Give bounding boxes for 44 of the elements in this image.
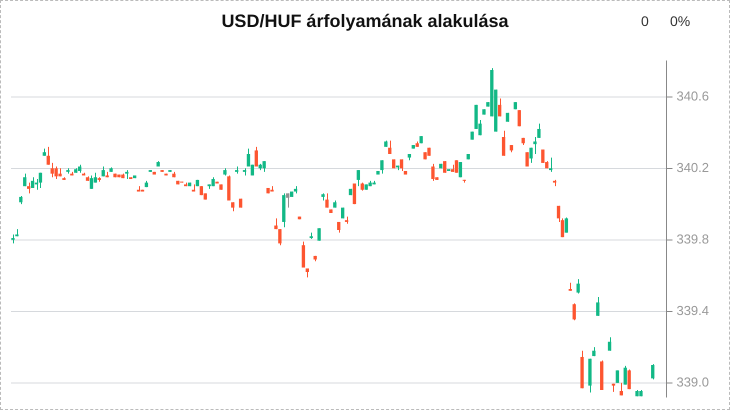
candlestick [30, 176, 34, 188]
candlestick [254, 146, 258, 168]
candlestick [576, 278, 580, 294]
candlestick [628, 368, 631, 390]
candlestick [502, 130, 506, 156]
candlestick [454, 160, 458, 174]
candlestick [525, 152, 529, 168]
candlestick [560, 218, 564, 238]
text: 0% [670, 13, 690, 29]
candlestick [46, 146, 50, 166]
y-tick-label: 340.6 [676, 88, 710, 104]
candlestick [356, 170, 360, 187]
candlestick [286, 192, 290, 208]
candlestick [388, 140, 392, 154]
candlestick [278, 228, 282, 246]
candlestick [380, 160, 384, 174]
candlestick [616, 370, 620, 384]
candlestick [262, 160, 266, 172]
y-tick-label: 340.2 [676, 160, 710, 175]
candlestick [498, 98, 502, 117]
candlestick [23, 173, 26, 187]
candlestick [102, 166, 105, 177]
candlestick [317, 228, 321, 242]
candlestick [596, 296, 600, 316]
candlestick [572, 302, 576, 321]
y-tick-label: 339.0 [676, 374, 710, 390]
candlestick [624, 365, 627, 386]
chart-title: USD/HUF árfolyamának alakulása [221, 11, 509, 31]
candlestick [90, 174, 94, 190]
candlestick [302, 241, 306, 268]
text: 0 [641, 13, 649, 29]
candlestick [458, 162, 462, 178]
y-tick-label: 339.8 [676, 231, 710, 246]
candlestick [431, 163, 435, 182]
candlestick [651, 364, 654, 380]
candlestick [529, 147, 533, 164]
y-tick-label: 339.4 [676, 302, 710, 318]
candlestick [620, 382, 623, 396]
candlestick [325, 192, 329, 208]
candlestick [26, 182, 30, 194]
candlestick [54, 166, 58, 180]
candlestick [50, 162, 54, 178]
candlestick [352, 183, 356, 205]
candlestick [564, 216, 568, 234]
